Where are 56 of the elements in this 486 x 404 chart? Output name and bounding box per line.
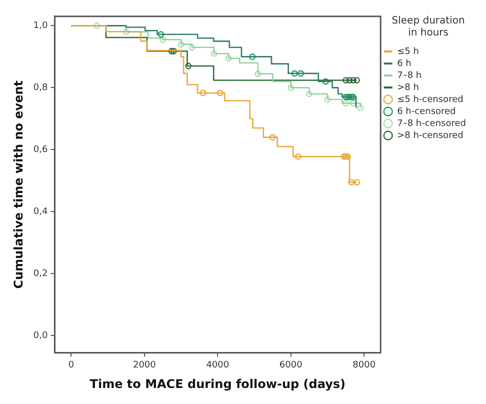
x-tick-label: 6000 [279,360,303,371]
y-tick-label: 0,0 [33,331,48,342]
point [346,77,353,84]
legend-title: Sleep duration in hours [392,16,465,39]
point [185,62,192,70]
point [295,153,302,160]
point [210,50,218,57]
point [254,70,262,77]
point [342,100,350,106]
legend-label: >8 h [397,82,419,93]
point [217,90,224,96]
point [188,44,196,51]
legend-label: >8 h-censored [397,130,464,141]
point [168,48,175,54]
y-tick-label: 0,2 [33,269,48,280]
legend-label: ≤5 h [397,46,419,57]
point [350,77,356,84]
point [342,77,350,84]
point [354,77,360,84]
point [346,94,353,100]
point [160,36,166,43]
point [354,179,360,186]
y-tick-label: 0,4 [33,207,48,218]
x-tick-label: 0 [68,360,74,371]
point [357,104,364,112]
x-tick-label: 4000 [206,360,230,371]
legend-label: 7–8 h [397,70,422,81]
point [340,153,348,160]
y-tick-label: 1,0 [33,21,48,32]
legend-label: 6 h [397,58,412,69]
point [178,41,184,48]
x-tick-label: 8000 [352,360,376,371]
point [324,96,331,103]
y-axis-title: Cumulative time with no event [11,80,26,289]
x-axis-title: Time to MACE during follow-up (days) [90,376,346,391]
point [291,70,298,77]
point [306,90,312,98]
y-tick-label: 0,8 [33,83,48,94]
point [200,90,206,96]
legend-label: ≤5 h-censored [397,94,464,105]
point [269,134,276,141]
point [322,78,329,85]
point [249,54,256,60]
point [122,28,130,36]
y-tick-label: 0,6 [33,145,48,156]
point [158,31,164,38]
point [288,84,294,91]
legend-label: 6 h-censored [397,106,456,117]
point [350,100,356,106]
point [298,70,304,77]
legend-label: 7–8 h-censored [397,118,466,129]
point [225,55,232,62]
x-tick-label: 2000 [132,360,156,371]
point [94,22,100,29]
point [348,179,355,186]
point [170,48,177,54]
